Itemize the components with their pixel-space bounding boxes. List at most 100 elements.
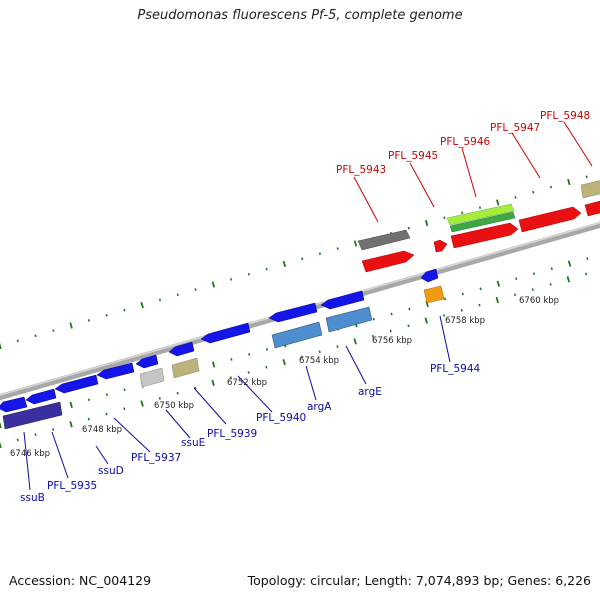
minor-tick [318,350,321,354]
major-tick [496,199,500,206]
gene-pfl5943[interactable] [361,250,415,273]
gene-label-pfl5947[interactable]: PFL_5947 [490,122,540,134]
gene-label-pfl5943[interactable]: PFL_5943 [336,164,386,176]
gene-label-ssue[interactable]: ssuE [181,437,205,449]
minor-tick [585,175,588,179]
minor-tick [87,417,90,421]
gene-pfl5944-blue[interactable] [420,268,439,283]
minor-tick [158,397,161,400]
minor-tick [230,358,233,361]
minor-tick [371,334,375,338]
minor-tick [532,190,535,194]
gene-blue[interactable] [54,374,99,394]
scale-label: 6756 kbp [372,336,412,346]
minor-tick [194,288,197,291]
minor-tick [549,283,552,286]
minor-tick [389,329,392,333]
minor-tick [460,308,463,312]
major-tick [567,178,571,186]
minor-tick [372,317,375,321]
tick-row-top [0,175,588,350]
minor-tick [34,334,37,338]
major-tick [140,400,144,407]
minor-tick [123,308,126,312]
gene-pfl5948[interactable] [584,200,600,217]
gene-pfl5946-green[interactable] [446,203,515,226]
gene-blue[interactable] [0,396,28,413]
gene-ssub[interactable] [2,401,63,430]
gene-blue[interactable] [200,322,251,344]
minor-tick [194,386,197,390]
minor-tick [514,195,517,199]
gene-arga[interactable] [271,321,323,349]
minor-tick [247,371,250,374]
gene-label-pfl5940[interactable]: PFL_5940 [256,412,306,424]
reverse-genes [0,268,445,430]
minor-tick [443,297,447,301]
gene-label-pfl5939[interactable]: PFL_5939 [207,428,257,440]
gene-pfl5944-orange[interactable] [423,285,445,304]
major-tick [282,260,287,268]
scale-label: 6748 kbp [82,425,122,435]
minor-tick [158,298,162,302]
major-tick [424,317,428,324]
gene-pfl5946[interactable] [450,222,519,249]
major-tick [566,276,571,283]
scale-label: 6746 kbp [10,449,50,459]
major-tick [282,358,286,366]
minor-tick [461,211,464,215]
major-tick [0,342,2,350]
minor-tick [52,329,55,332]
gene-label-pfl5945[interactable]: PFL_5945 [388,150,438,162]
gene-ssue[interactable] [139,367,165,388]
major-tick [495,296,499,304]
gene-pfl5939[interactable] [171,357,200,379]
gene-arge[interactable] [325,306,373,333]
gene-blue[interactable] [168,341,195,357]
forward-genes [357,180,600,273]
accession-text: Accession: NC_004129 [9,573,152,588]
gene-label-pfl5937[interactable]: PFL_5937 [131,452,181,464]
gene-label-pfl5948[interactable]: PFL_5948 [540,110,590,122]
scale-label: 6750 kbp [154,401,194,411]
gene-label-pfl5946[interactable]: PFL_5946 [440,136,491,148]
minor-tick [87,398,91,402]
gene-pfl5947[interactable] [518,206,582,233]
minor-tick [515,277,518,281]
minor-tick [248,353,251,356]
minor-tick [300,355,304,359]
gene-pfl5945[interactable] [433,239,448,253]
minor-tick [301,257,304,261]
major-tick [211,361,216,368]
minor-tick [461,292,464,296]
minor-tick [336,247,339,250]
minor-tick [87,318,90,322]
gene-label-pfl5935[interactable]: PFL_5935 [47,480,97,492]
gene-blue[interactable] [268,302,318,323]
gene-pfl5946-green2[interactable] [449,211,516,233]
major-tick [567,260,572,267]
gene-blue[interactable] [320,290,365,310]
minor-tick [390,312,393,316]
major-tick [69,322,73,329]
minor-tick [34,433,37,437]
gene-blue[interactable] [25,388,57,405]
minor-tick [336,345,339,348]
gene-blue[interactable] [96,362,135,380]
minor-tick [532,272,536,276]
gene-label-pfl5944[interactable]: PFL_5944 [430,363,481,375]
gene-label-arge[interactable]: argE [358,386,382,398]
major-tick [211,379,215,386]
gene-blue[interactable] [135,354,159,369]
minor-tick [176,391,179,395]
gene-label-arga[interactable]: argA [307,401,332,413]
minor-tick [265,347,269,351]
gene-label-ssud[interactable]: ssuD [98,465,124,477]
minor-tick [229,277,233,281]
minor-tick [105,412,108,416]
gene-label-ssub[interactable]: ssuB [20,492,45,504]
minor-tick [265,267,268,271]
gene-pfl5948-tan[interactable] [580,180,600,199]
gene-pfl5943-gray[interactable] [357,229,411,251]
